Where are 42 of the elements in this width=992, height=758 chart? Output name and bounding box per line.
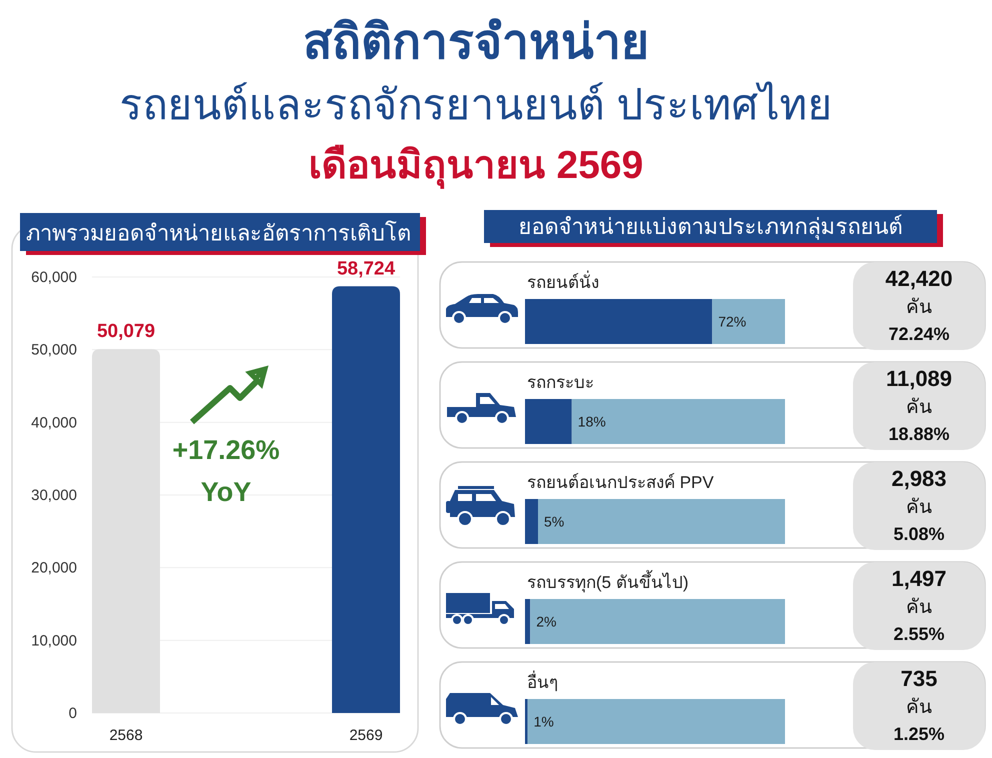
data-label: 50,079 (96, 321, 156, 342)
y-tick-label: 40,000 (31, 414, 77, 432)
data-label: 72% (718, 314, 746, 330)
bar (712, 299, 785, 344)
data-label: 2% (536, 614, 556, 630)
bar (525, 499, 538, 544)
bar (525, 299, 712, 344)
y-tick-label: รถบรรทุก(5 ตันขึ้นไป) (527, 570, 688, 593)
bar (525, 699, 528, 744)
bar (525, 599, 530, 644)
text: รถยนต์และรถจักรยานยนต์ ประเทศไทย (120, 81, 832, 128)
bar (530, 599, 785, 644)
y-tick-label: 30,000 (31, 487, 77, 504)
data-label: 18% (578, 414, 606, 430)
y-tick-label: อื่นๆ (527, 670, 558, 692)
x-tick-label: 2568 (109, 727, 143, 744)
bar (528, 699, 785, 744)
y-tick-label: รถยนต์นั่ง (527, 270, 599, 292)
bar (572, 399, 785, 444)
data-label: 1% (534, 714, 554, 730)
data-label: 5% (544, 514, 564, 530)
text: 1,497 คัน 2.55% (891, 566, 947, 644)
y-tick-label: 60,000 (31, 269, 77, 286)
text: 2,983 คัน 5.08% (891, 466, 947, 544)
bar (538, 499, 785, 544)
annotation: +17.26% YoY (172, 435, 280, 507)
text: เดือนมิถุนายน 2569 (308, 144, 644, 189)
y-tick-label: 50,000 (31, 342, 77, 359)
y-tick-label: 0 (68, 705, 77, 722)
x-tick-label: 2569 (349, 727, 383, 744)
text: 735 คัน 1.25% (893, 666, 945, 744)
y-tick-label: รถยนต์อเนกประสงค์ PPV (527, 473, 714, 492)
data-label: 58,724 (336, 258, 396, 280)
y-tick-label: 20,000 (31, 560, 77, 577)
y-tick-label: รถกระบะ (527, 373, 594, 392)
bar (525, 399, 572, 444)
text: สถิติการจำหน่าย (303, 16, 649, 69)
chart-title: ยอดจำหน่ายแบ่งตามประเภทกลุ่มรถยนต์ (518, 214, 902, 240)
y-tick-label: 10,000 (31, 632, 77, 650)
text: 11,089 คัน 18.88% (886, 366, 952, 444)
chart-title: ภาพรวมยอดจำหน่ายและอัตราการเติบโต (26, 220, 411, 246)
text: 42,420 คัน 72.24% (885, 266, 953, 344)
